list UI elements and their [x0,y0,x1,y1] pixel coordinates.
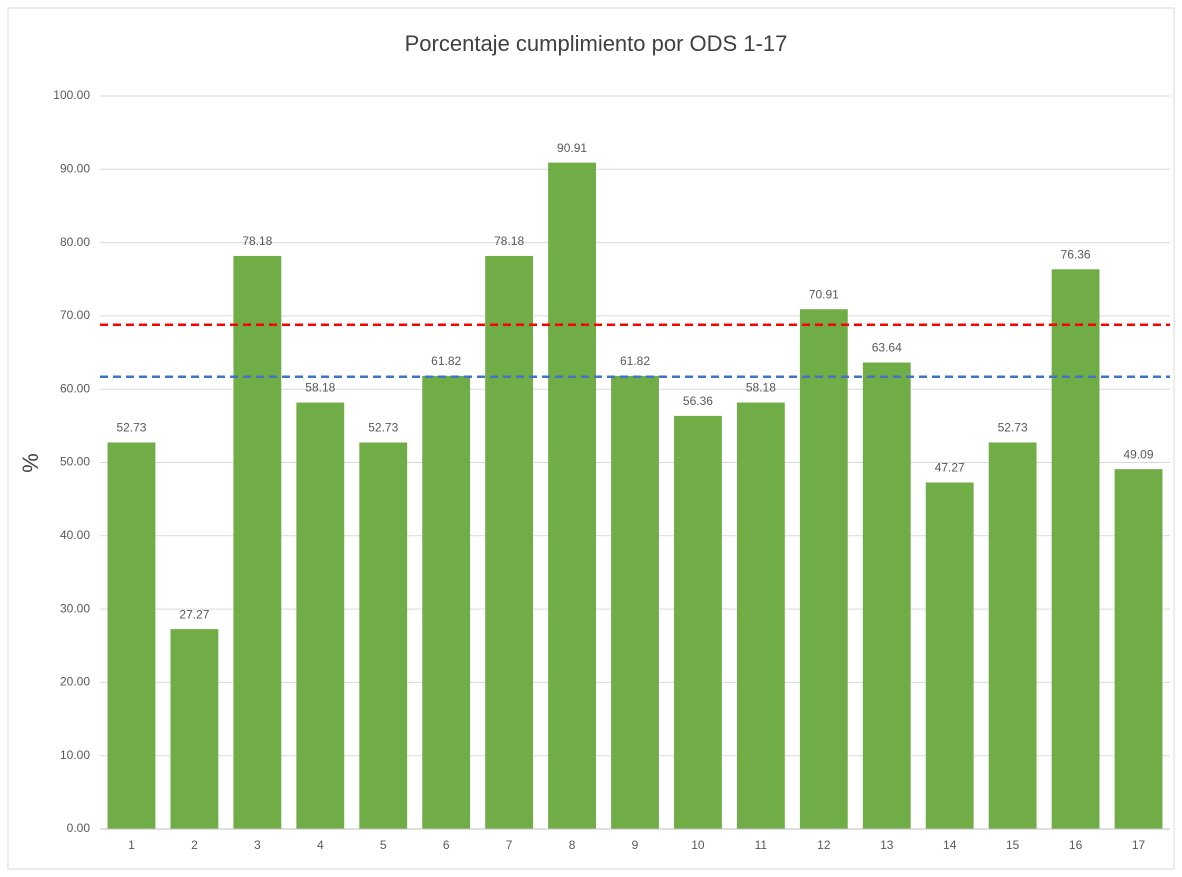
data-label: 63.64 [872,341,902,355]
y-tick-label: 50.00 [60,455,90,469]
bar [548,162,596,829]
data-label: 78.18 [494,234,524,248]
x-tick-label: 14 [943,838,957,852]
bar [862,362,911,829]
y-tick-label: 0.00 [67,821,91,835]
data-label: 61.82 [620,354,650,368]
data-label: 52.73 [116,421,146,435]
x-tick-label: 6 [443,838,450,852]
x-tick-label: 2 [191,838,198,852]
bar [1051,269,1100,829]
x-tick-label: 16 [1069,838,1083,852]
bar [359,442,408,829]
bar [1114,469,1163,829]
y-tick-label: 10.00 [60,748,90,762]
data-label: 27.27 [179,607,209,621]
bar [107,442,156,829]
y-tick-label: 80.00 [60,235,90,249]
data-label: 78.18 [242,234,272,248]
data-label: 76.36 [1061,247,1091,261]
data-label: 52.73 [998,421,1028,435]
y-tick-label: 90.00 [60,161,90,175]
x-tick-label: 5 [380,838,387,852]
bar [988,442,1037,829]
y-tick-label: 40.00 [60,528,90,542]
x-tick-label: 13 [880,838,894,852]
x-tick-label: 9 [632,838,639,852]
x-tick-label: 8 [569,838,576,852]
bar [296,402,345,829]
data-label: 52.73 [368,421,398,435]
y-tick-label: 100.00 [53,88,90,102]
bar [485,255,534,829]
data-label: 90.91 [557,141,587,155]
bar [925,482,974,829]
bar [799,309,848,829]
data-label: 70.91 [809,287,839,301]
y-tick-label: 70.00 [60,308,90,322]
bar [170,629,219,829]
x-tick-label: 3 [254,838,261,852]
y-tick-label: 60.00 [60,381,90,395]
x-tick-label: 12 [817,838,831,852]
bar [422,375,471,829]
bar [611,375,659,829]
data-label: 47.27 [935,461,965,475]
x-tick-label: 1 [128,838,135,852]
data-label: 61.82 [431,354,461,368]
x-tick-label: 11 [755,838,768,852]
y-tick-label: 30.00 [60,601,90,615]
data-label: 58.18 [746,381,776,395]
data-label: 49.09 [1124,447,1154,461]
data-label: 56.36 [683,394,713,408]
x-tick-label: 7 [506,838,513,852]
x-tick-label: 15 [1006,838,1020,852]
chart-title: Porcentaje cumplimiento por ODS 1-17 [405,31,788,56]
x-tick-label: 10 [691,838,705,852]
bar [736,402,785,829]
y-tick-label: 20.00 [60,675,90,689]
bar [233,255,282,829]
x-tick-label: 4 [317,838,324,852]
y-axis-title: % [18,453,43,473]
bar [674,415,722,829]
x-tick-label: 17 [1132,838,1146,852]
data-label: 58.18 [305,381,335,395]
